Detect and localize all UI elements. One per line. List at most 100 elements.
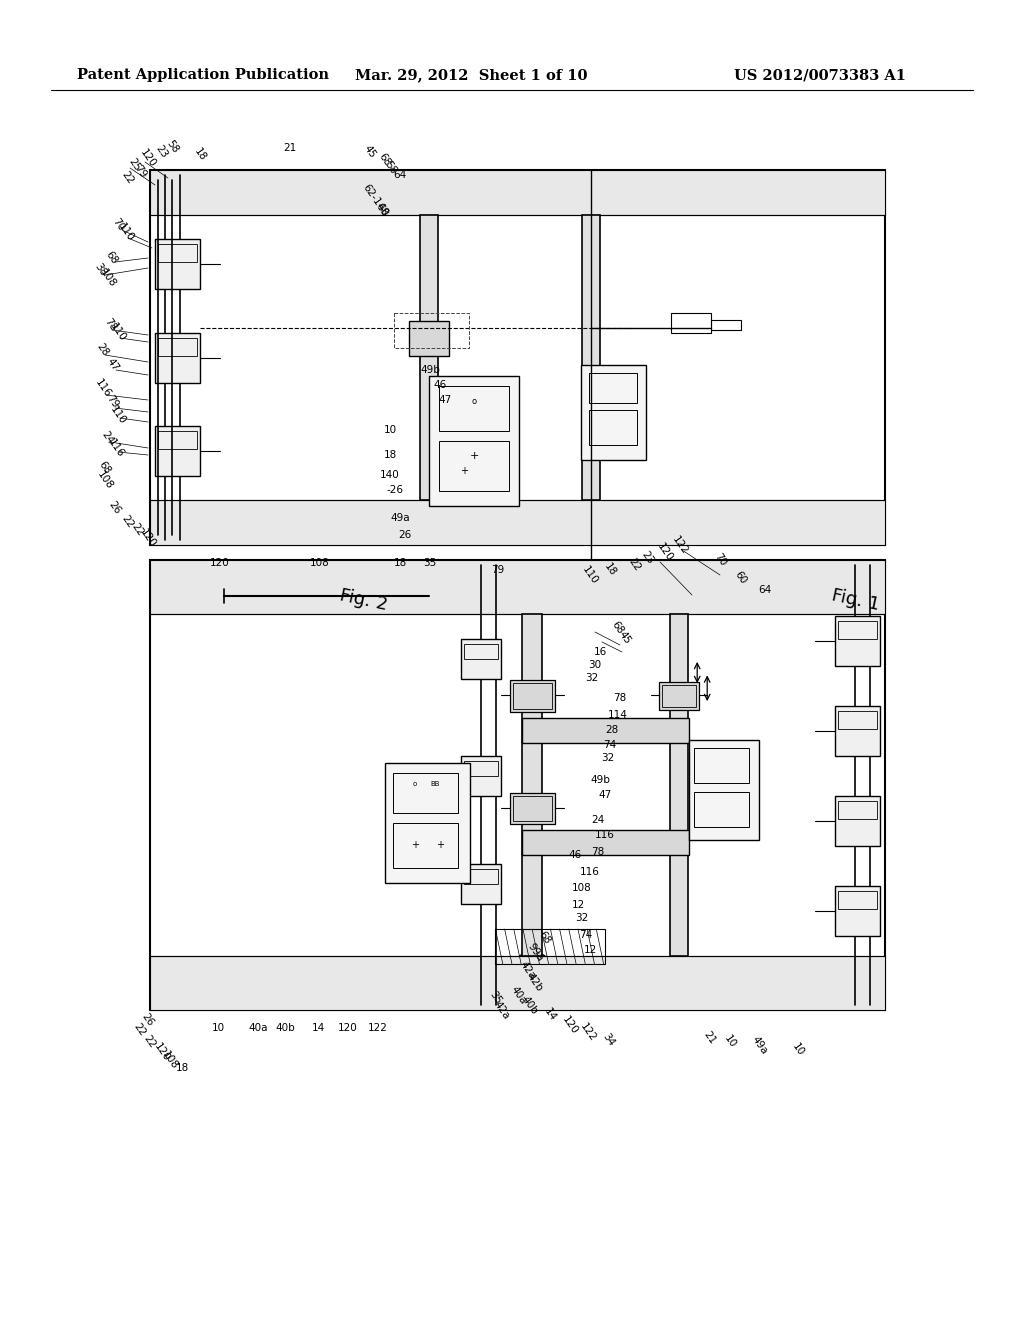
Text: +: + — [436, 840, 444, 850]
Text: 120: 120 — [138, 147, 158, 169]
Text: 122: 122 — [368, 1023, 388, 1034]
Bar — [394, 313, 469, 347]
Bar — [439, 387, 509, 432]
Text: 42a: 42a — [518, 960, 538, 981]
Text: 18: 18 — [175, 1063, 188, 1073]
Text: 23: 23 — [640, 549, 656, 566]
Bar — [835, 886, 880, 936]
Text: 49b: 49b — [590, 775, 610, 785]
Text: 114: 114 — [608, 710, 628, 719]
Bar — [150, 170, 885, 215]
Bar — [410, 321, 450, 356]
Text: 108: 108 — [95, 469, 115, 491]
Text: 70: 70 — [111, 216, 126, 234]
Bar — [835, 706, 880, 756]
Text: 21: 21 — [284, 143, 297, 153]
Bar — [150, 500, 885, 545]
Bar — [510, 792, 555, 824]
Text: 22: 22 — [120, 513, 136, 531]
Bar — [838, 711, 877, 729]
Text: 47: 47 — [105, 356, 121, 374]
Text: 30: 30 — [589, 660, 601, 671]
Text: 42a: 42a — [493, 999, 512, 1020]
Text: 32: 32 — [601, 752, 614, 763]
Bar — [513, 796, 552, 821]
Text: +: + — [461, 466, 468, 477]
Text: 120: 120 — [138, 527, 158, 549]
Text: Patent Application Publication: Patent Application Publication — [77, 69, 329, 82]
Text: 68: 68 — [97, 459, 113, 477]
Text: 10: 10 — [211, 1023, 224, 1034]
Text: 35: 35 — [423, 558, 436, 568]
Bar — [461, 756, 501, 796]
Bar — [155, 239, 200, 289]
Text: 40b: 40b — [520, 994, 540, 1016]
Bar — [429, 376, 519, 507]
Text: 68: 68 — [538, 929, 553, 946]
Text: 60: 60 — [732, 570, 748, 586]
Bar — [711, 319, 741, 330]
Bar — [150, 170, 885, 545]
Bar — [670, 614, 688, 956]
Text: 68: 68 — [377, 152, 393, 168]
Text: +: + — [412, 840, 419, 850]
Bar — [385, 763, 470, 883]
Text: 12: 12 — [571, 900, 585, 909]
Text: 22: 22 — [120, 170, 136, 186]
Text: 26: 26 — [140, 1011, 156, 1028]
Text: +: + — [470, 451, 479, 461]
Text: 10: 10 — [791, 1041, 806, 1059]
Bar — [464, 869, 498, 884]
Bar — [838, 801, 877, 818]
Text: 18: 18 — [193, 147, 208, 164]
Text: 120: 120 — [210, 558, 229, 568]
Bar — [150, 560, 885, 1010]
Text: 49a: 49a — [390, 513, 410, 523]
Text: 120: 120 — [153, 1041, 172, 1063]
Bar — [835, 796, 880, 846]
Text: 140: 140 — [380, 470, 400, 480]
Bar — [439, 441, 509, 491]
Text: 108: 108 — [98, 267, 118, 289]
Text: o: o — [413, 781, 418, 788]
Bar — [461, 639, 501, 678]
Bar — [838, 620, 877, 639]
Bar — [510, 680, 555, 711]
Bar — [158, 432, 197, 449]
Bar — [464, 762, 498, 776]
Text: 99a: 99a — [525, 941, 545, 962]
Bar — [150, 956, 885, 1010]
Bar — [581, 366, 646, 459]
Text: 32: 32 — [586, 673, 599, 682]
Text: 68: 68 — [104, 249, 120, 267]
Text: 46: 46 — [568, 850, 582, 861]
Bar — [589, 411, 637, 445]
Text: 78: 78 — [102, 317, 118, 333]
Text: 14: 14 — [542, 1007, 558, 1023]
Text: 18: 18 — [602, 562, 617, 578]
Text: 28: 28 — [605, 725, 618, 735]
Text: 108: 108 — [160, 1049, 180, 1071]
Bar — [838, 891, 877, 909]
Bar — [158, 338, 197, 355]
Text: 22: 22 — [132, 1022, 147, 1039]
Bar — [461, 865, 501, 904]
Text: 122: 122 — [670, 535, 690, 556]
Text: 116: 116 — [595, 830, 615, 840]
Text: 32: 32 — [575, 913, 589, 923]
Text: 108: 108 — [572, 883, 592, 894]
Text: -26: -26 — [386, 484, 403, 495]
Text: BB: BB — [430, 781, 440, 788]
Text: 49a: 49a — [751, 1034, 770, 1056]
Text: 74: 74 — [603, 741, 616, 750]
Text: 120: 120 — [338, 1023, 357, 1034]
Text: 40a: 40a — [248, 1023, 267, 1034]
Text: 21: 21 — [702, 1030, 718, 1047]
Bar — [659, 681, 699, 710]
Text: 79: 79 — [132, 164, 147, 181]
Text: 110: 110 — [581, 564, 600, 586]
Text: 116: 116 — [580, 867, 600, 876]
Bar — [496, 929, 605, 964]
Bar — [522, 614, 542, 956]
Bar — [464, 644, 498, 659]
